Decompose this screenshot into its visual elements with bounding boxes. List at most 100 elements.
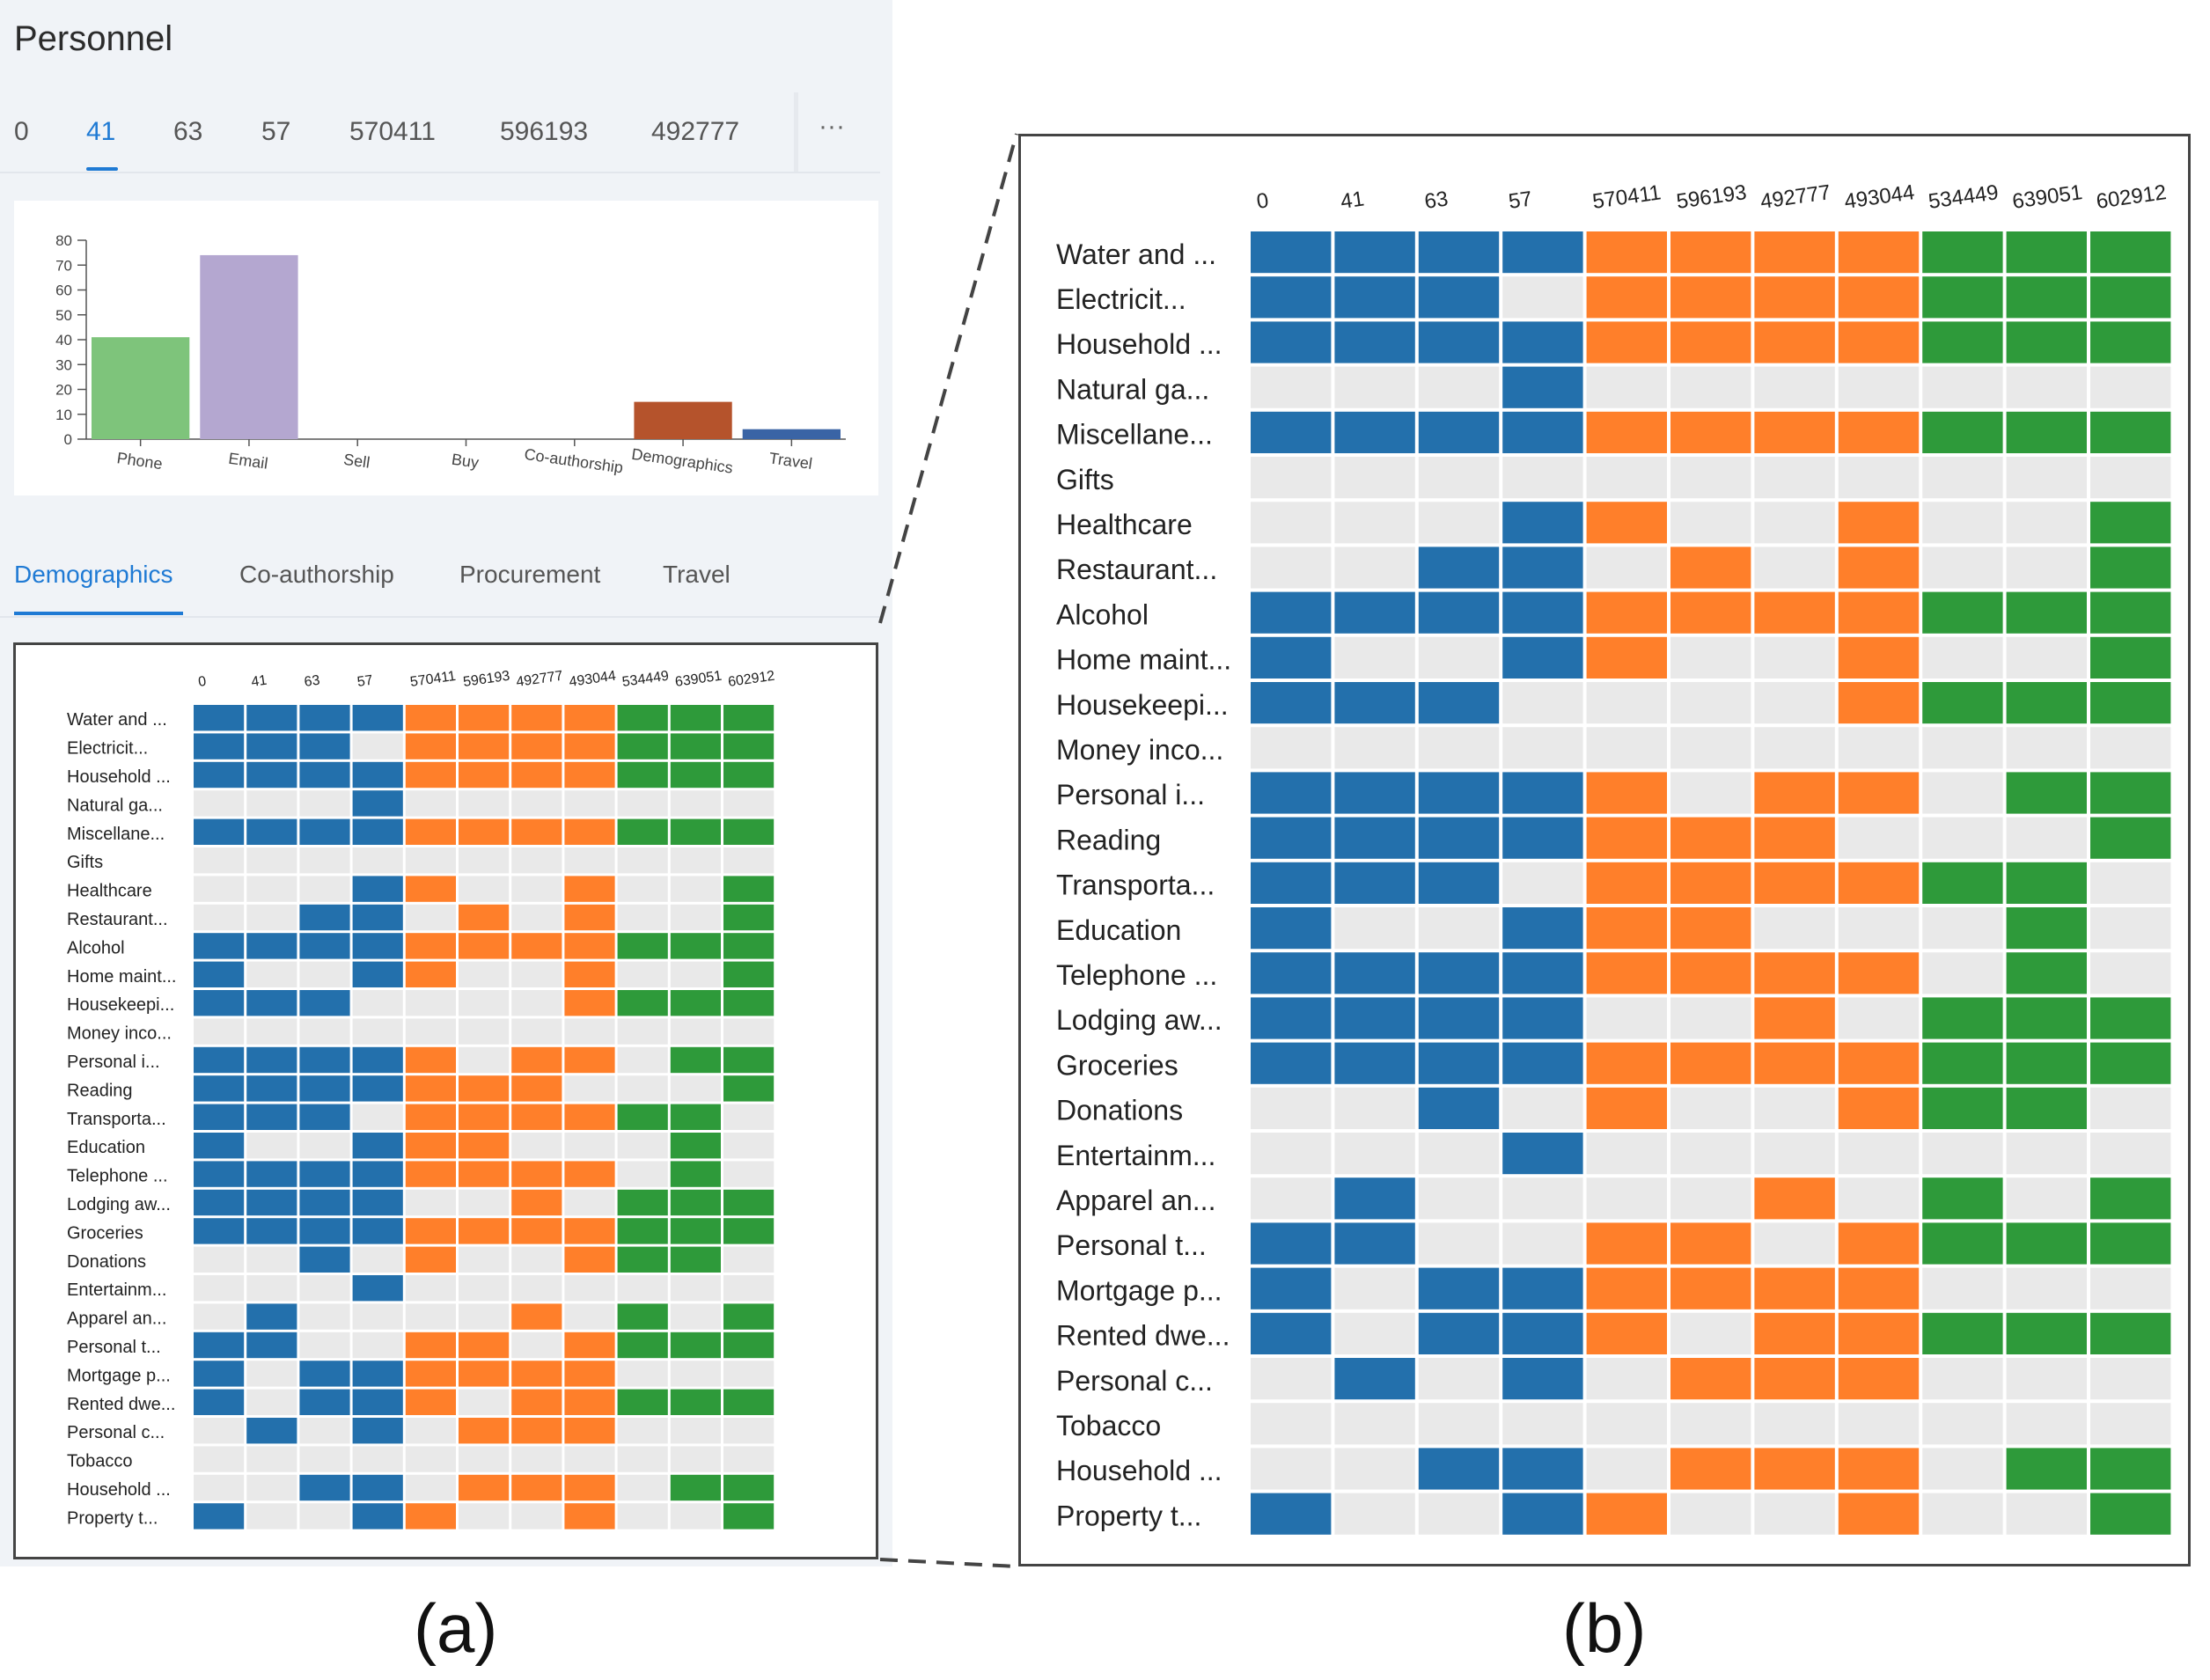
heatmap-cell[interactable] (1418, 591, 1500, 634)
heatmap-cell[interactable] (246, 1246, 297, 1273)
heatmap-cell[interactable] (1418, 817, 1500, 859)
heatmap-cell[interactable] (194, 1361, 245, 1387)
heatmap-cell[interactable] (299, 1189, 350, 1216)
heatmap-cell[interactable] (2090, 772, 2171, 814)
heatmap-cell[interactable] (723, 1474, 775, 1501)
heatmap-cell[interactable] (1418, 321, 1500, 363)
heatmap-cell[interactable] (352, 904, 403, 931)
heatmap-cell[interactable] (564, 1474, 615, 1501)
heatmap-cell[interactable] (670, 705, 721, 731)
heatmap-cell[interactable] (564, 1189, 615, 1216)
heatmap-cell[interactable] (459, 1275, 510, 1302)
heatmap-cell[interactable] (511, 847, 562, 874)
heatmap-cell[interactable] (511, 1474, 562, 1501)
user-tab-596193[interactable]: 596193 (500, 117, 589, 146)
heatmap-cell[interactable] (1670, 1312, 1751, 1354)
heatmap-cell[interactable] (1418, 547, 1500, 589)
heatmap-cell[interactable] (2006, 817, 2087, 859)
heatmap-cell[interactable] (723, 1303, 775, 1330)
heatmap-cell[interactable] (723, 1332, 775, 1359)
heatmap-cell[interactable] (299, 1218, 350, 1244)
heatmap-cell[interactable] (1838, 952, 1920, 994)
heatmap-cell[interactable] (246, 790, 297, 817)
heatmap-cell[interactable] (2090, 457, 2171, 499)
heatmap-cell[interactable] (1418, 457, 1500, 499)
heatmap-cell[interactable] (246, 1133, 297, 1159)
heatmap-cell[interactable] (246, 1446, 297, 1472)
heatmap-cell[interactable] (2006, 1403, 2087, 1445)
heatmap-cell[interactable] (405, 733, 456, 759)
heatmap-cell[interactable] (1334, 1177, 1415, 1220)
heatmap-cell[interactable] (1334, 1087, 1415, 1129)
heatmap-cell[interactable] (564, 1303, 615, 1330)
heatmap-cell[interactable] (246, 1218, 297, 1244)
heatmap-cell[interactable] (299, 705, 350, 731)
heatmap-cell[interactable] (1754, 411, 1835, 453)
heatmap-cell[interactable] (1418, 366, 1500, 408)
heatmap-cell[interactable] (352, 1189, 403, 1216)
heatmap-cell[interactable] (405, 1332, 456, 1359)
heatmap-cell[interactable] (564, 1046, 615, 1074)
heatmap-cell[interactable] (2090, 1042, 2171, 1084)
heatmap-cell[interactable] (1670, 772, 1751, 814)
heatmap-cell[interactable] (670, 1332, 721, 1359)
heatmap-cell[interactable] (670, 933, 721, 959)
heatmap-cell[interactable] (1838, 907, 1920, 950)
heatmap-cell[interactable] (1922, 231, 2003, 274)
heatmap-cell[interactable] (723, 818, 775, 845)
heatmap-cell[interactable] (617, 1104, 668, 1130)
heatmap-cell[interactable] (564, 933, 615, 959)
heatmap-cell[interactable] (246, 1389, 297, 1415)
heatmap-cell[interactable] (459, 1389, 510, 1415)
heatmap-cell[interactable] (1922, 366, 2003, 408)
heatmap-cell[interactable] (670, 1075, 721, 1102)
heatmap-cell[interactable] (246, 961, 297, 987)
heatmap-cell[interactable] (723, 1046, 775, 1074)
heatmap-cell[interactable] (1838, 1403, 1920, 1445)
heatmap-cell[interactable] (2006, 457, 2087, 499)
heatmap-cell[interactable] (511, 818, 562, 845)
heatmap-cell[interactable] (352, 1361, 403, 1387)
heatmap-cell[interactable] (2006, 411, 2087, 453)
heatmap-cell[interactable] (1334, 1312, 1415, 1354)
heatmap-cell[interactable] (1838, 457, 1920, 499)
heatmap-cell[interactable] (564, 1503, 615, 1530)
heatmap-cell[interactable] (2006, 727, 2087, 769)
heatmap-cell[interactable] (1502, 1087, 1583, 1129)
heatmap-cell[interactable] (564, 1104, 615, 1130)
heatmap-cell[interactable] (1922, 411, 2003, 453)
heatmap-cell[interactable] (352, 761, 403, 789)
heatmap-cell[interactable] (1586, 1087, 1667, 1129)
heatmap-cell[interactable] (1838, 772, 1920, 814)
heatmap-cell[interactable] (1922, 862, 2003, 904)
heatmap-cell[interactable] (1251, 1358, 1332, 1400)
heatmap-cell[interactable] (1838, 366, 1920, 408)
heatmap-cell[interactable] (1251, 457, 1332, 499)
heatmap-cell[interactable] (511, 733, 562, 759)
heatmap-cell[interactable] (1754, 1222, 1835, 1265)
heatmap-cell[interactable] (723, 1446, 775, 1472)
heatmap-cell[interactable] (670, 733, 721, 759)
heatmap-cell[interactable] (1418, 997, 1500, 1039)
heatmap-cell[interactable] (1502, 772, 1583, 814)
heatmap-cell[interactable] (246, 933, 297, 959)
heatmap-cell[interactable] (1502, 276, 1583, 319)
heatmap-cell[interactable] (352, 1246, 403, 1273)
heatmap-cell[interactable] (1502, 547, 1583, 589)
heatmap-cell[interactable] (1334, 366, 1415, 408)
heatmap-cell[interactable] (194, 1332, 245, 1359)
heatmap-cell[interactable] (1838, 411, 1920, 453)
heatmap-cell[interactable] (1334, 591, 1415, 634)
heatmap-cell[interactable] (194, 1474, 245, 1501)
heatmap-cell[interactable] (2090, 1448, 2171, 1490)
heatmap-cell[interactable] (299, 1503, 350, 1530)
heatmap-cell[interactable] (1586, 862, 1667, 904)
heatmap-cell[interactable] (511, 961, 562, 987)
heatmap-cell[interactable] (2090, 1222, 2171, 1265)
heatmap-cell[interactable] (723, 733, 775, 759)
heatmap-cell[interactable] (1670, 276, 1751, 319)
heatmap-cell[interactable] (1251, 727, 1332, 769)
heatmap-cell[interactable] (299, 1161, 350, 1187)
heatmap-cell[interactable] (1502, 1222, 1583, 1265)
heatmap-cell[interactable] (670, 1018, 721, 1045)
